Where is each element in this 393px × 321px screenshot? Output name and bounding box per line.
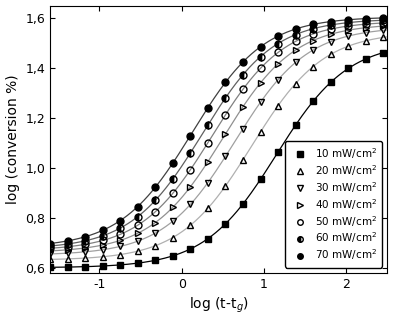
- X-axis label: log (t-t$_g$): log (t-t$_g$): [189, 296, 249, 316]
- Legend: 10 mW/cm$^2$, 20 mW/cm$^2$, 30 mW/cm$^2$, 40 mW/cm$^2$, 50 mW/cm$^2$, 60 mW/cm$^: 10 mW/cm$^2$, 20 mW/cm$^2$, 30 mW/cm$^2$…: [285, 141, 382, 267]
- Y-axis label: log (conversion %): log (conversion %): [6, 74, 20, 204]
